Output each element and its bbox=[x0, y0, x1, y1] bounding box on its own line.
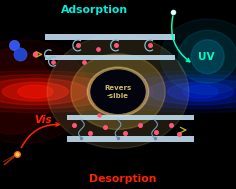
Ellipse shape bbox=[148, 78, 236, 105]
Ellipse shape bbox=[71, 54, 165, 129]
Bar bbox=[67, 136, 194, 142]
Bar bbox=[45, 55, 175, 60]
Ellipse shape bbox=[83, 71, 236, 112]
Ellipse shape bbox=[168, 82, 234, 101]
Bar bbox=[45, 34, 175, 40]
Ellipse shape bbox=[191, 40, 224, 74]
Ellipse shape bbox=[0, 40, 88, 144]
Ellipse shape bbox=[0, 49, 53, 134]
FancyArrowPatch shape bbox=[21, 123, 59, 148]
Circle shape bbox=[91, 70, 145, 113]
FancyArrowPatch shape bbox=[172, 16, 190, 62]
Text: Revers: Revers bbox=[104, 84, 132, 91]
Ellipse shape bbox=[178, 30, 236, 83]
Text: UV: UV bbox=[198, 52, 215, 62]
Ellipse shape bbox=[0, 71, 153, 112]
Text: Vis: Vis bbox=[34, 115, 52, 125]
Ellipse shape bbox=[0, 75, 118, 109]
Ellipse shape bbox=[160, 19, 236, 95]
Bar bbox=[67, 115, 194, 120]
Ellipse shape bbox=[0, 78, 88, 105]
Text: -sible: -sible bbox=[107, 93, 129, 99]
Ellipse shape bbox=[99, 77, 137, 107]
Ellipse shape bbox=[183, 85, 218, 98]
Text: Desorption: Desorption bbox=[89, 174, 156, 184]
Text: Adsorption: Adsorption bbox=[61, 5, 128, 15]
Ellipse shape bbox=[2, 82, 68, 101]
Ellipse shape bbox=[47, 35, 189, 148]
Ellipse shape bbox=[118, 75, 236, 109]
Ellipse shape bbox=[87, 67, 149, 116]
Ellipse shape bbox=[109, 84, 127, 99]
Ellipse shape bbox=[18, 85, 53, 98]
